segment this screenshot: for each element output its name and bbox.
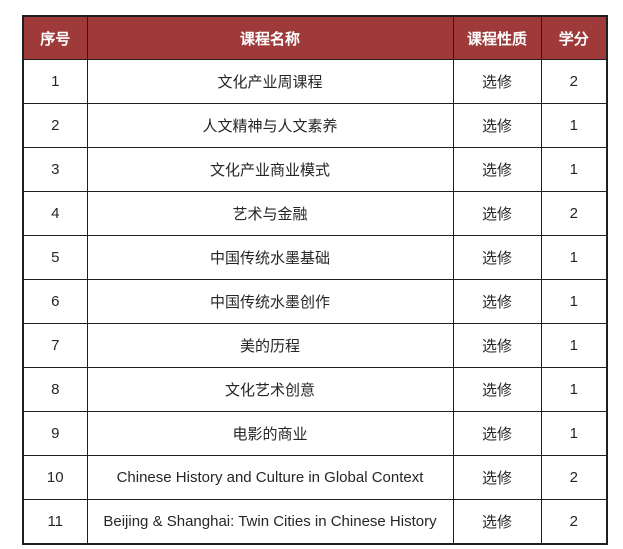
- credits-cell: 1: [540, 367, 608, 412]
- credits-cell: 1: [540, 279, 608, 324]
- header-cell-credits: 学分: [540, 15, 608, 60]
- course-name-cell: 人文精神与人文素养: [86, 103, 454, 148]
- course-name-cell: 美的历程: [86, 323, 454, 368]
- course-name-cell: 电影的商业: [86, 411, 454, 456]
- row-number-cell: 6: [22, 279, 88, 324]
- course-nature-cell: 选修: [452, 191, 542, 236]
- header-cell-course-nature: 课程性质: [452, 15, 542, 60]
- course-name-cell: 文化产业周课程: [86, 59, 454, 104]
- table-row: 1 文化产业周课程 选修 2: [22, 59, 608, 104]
- credits-cell: 2: [540, 455, 608, 500]
- course-name-cell: 文化艺术创意: [86, 367, 454, 412]
- header-cell-course-name: 课程名称: [86, 15, 454, 60]
- row-number-cell: 3: [22, 147, 88, 192]
- row-number-cell: 7: [22, 323, 88, 368]
- course-nature-cell: 选修: [452, 499, 542, 545]
- row-number-cell: 2: [22, 103, 88, 148]
- course-nature-cell: 选修: [452, 59, 542, 104]
- course-table-header: 序号 课程名称 课程性质 学分: [22, 15, 608, 60]
- course-name-cell: 中国传统水墨创作: [86, 279, 454, 324]
- course-table-body: 1 文化产业周课程 选修 2 2 人文精神与人文素养 选修 1 3 文化产业商业模式 选修 1 4 艺术与…: [22, 59, 608, 545]
- table-row: 11 Beijing & Shanghai: Twin Cities in Chi…: [22, 499, 608, 545]
- table-row: 3 文化产业商业模式 选修 1: [22, 147, 608, 192]
- course-name-cell: Chinese History and Culture in Global Co…: [86, 455, 454, 500]
- course-nature-cell: 选修: [452, 367, 542, 412]
- table-row: 7 美的历程 选修 1: [22, 323, 608, 368]
- table-row: 4 艺术与金融 选修 2: [22, 191, 608, 236]
- table-row: 8 文化艺术创意 选修 1: [22, 367, 608, 412]
- credits-cell: 1: [540, 323, 608, 368]
- course-nature-cell: 选修: [452, 323, 542, 368]
- course-nature-cell: 选修: [452, 411, 542, 456]
- credits-cell: 2: [540, 59, 608, 104]
- credits-cell: 1: [540, 235, 608, 280]
- row-number-cell: 10: [22, 455, 88, 500]
- course-nature-cell: 选修: [452, 235, 542, 280]
- course-name-cell: 文化产业商业模式: [86, 147, 454, 192]
- row-number-cell: 11: [22, 499, 88, 545]
- credits-cell: 1: [540, 411, 608, 456]
- row-number-cell: 5: [22, 235, 88, 280]
- credits-cell: 1: [540, 147, 608, 192]
- course-nature-cell: 选修: [452, 147, 542, 192]
- credits-cell: 2: [540, 191, 608, 236]
- course-name-cell: 中国传统水墨基础: [86, 235, 454, 280]
- table-row: 5 中国传统水墨基础 选修 1: [22, 235, 608, 280]
- course-nature-cell: 选修: [452, 455, 542, 500]
- table-row: 9 电影的商业 选修 1: [22, 411, 608, 456]
- course-name-cell: 艺术与金融: [86, 191, 454, 236]
- row-number-cell: 1: [22, 59, 88, 104]
- header-row: 序号 课程名称 课程性质 学分: [22, 15, 608, 60]
- table-row: 2 人文精神与人文素养 选修 1: [22, 103, 608, 148]
- table-row: 6 中国传统水墨创作 选修 1: [22, 279, 608, 324]
- row-number-cell: 9: [22, 411, 88, 456]
- course-table: 序号 课程名称 课程性质 学分 1 文化产业周课程 选修 2 2 人文精神与人文素养 选修 1…: [22, 15, 608, 545]
- table-row: 10 Chinese History and Culture in Global …: [22, 455, 608, 500]
- course-name-cell: Beijing & Shanghai: Twin Cities in Chine…: [86, 499, 454, 545]
- credits-cell: 2: [540, 499, 608, 545]
- row-number-cell: 8: [22, 367, 88, 412]
- credits-cell: 1: [540, 103, 608, 148]
- row-number-cell: 4: [22, 191, 88, 236]
- course-nature-cell: 选修: [452, 279, 542, 324]
- course-nature-cell: 选修: [452, 103, 542, 148]
- header-cell-number: 序号: [22, 15, 88, 60]
